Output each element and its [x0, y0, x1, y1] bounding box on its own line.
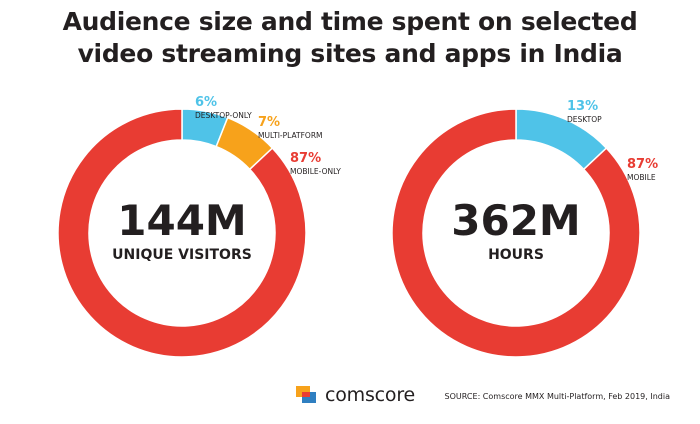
donut-2-percent-desktop: 13%: [567, 99, 598, 114]
chart-title: Audience size and time spent on selected…: [0, 6, 700, 70]
donut-2-center-label: HOURS: [488, 247, 544, 263]
source-note: SOURCE: Comscore MMX Multi-Platform, Feb…: [444, 392, 670, 401]
title-line-2: video streaming sites and apps in India: [77, 39, 623, 68]
comscore-logo-icon: [296, 386, 316, 403]
donut-1-label-mobile-only: MOBILE-ONLY: [290, 167, 341, 176]
donut-1-label-multi-platform: MULTI-PLATFORM: [258, 131, 323, 140]
donut-2-slice-mobile: [391, 108, 641, 358]
comscore-logo-text: comscore: [325, 384, 416, 406]
donut-1-label-desktop-only: DESKTOP-ONLY: [195, 111, 252, 120]
title-line-1: Audience size and time spent on selected: [62, 7, 638, 36]
donut-2-center-value: 362M: [451, 196, 580, 245]
donut-1-percent-desktop-only: 6%: [195, 95, 217, 110]
donut-2-label-desktop: DESKTOP: [567, 115, 602, 124]
donut-1-percent-mobile-only: 87%: [290, 151, 321, 166]
comscore-logo: comscore: [296, 384, 415, 406]
donut-2-label-mobile: MOBILE: [627, 173, 656, 182]
donut-2-percent-mobile: 87%: [627, 157, 658, 172]
donut-1-percent-multi-platform: 7%: [258, 115, 280, 130]
donut-1-center-label: UNIQUE VISITORS: [112, 247, 252, 263]
donut-1-slice-mobile-only: [57, 108, 307, 358]
donut-1-center-value: 144M: [117, 196, 246, 245]
